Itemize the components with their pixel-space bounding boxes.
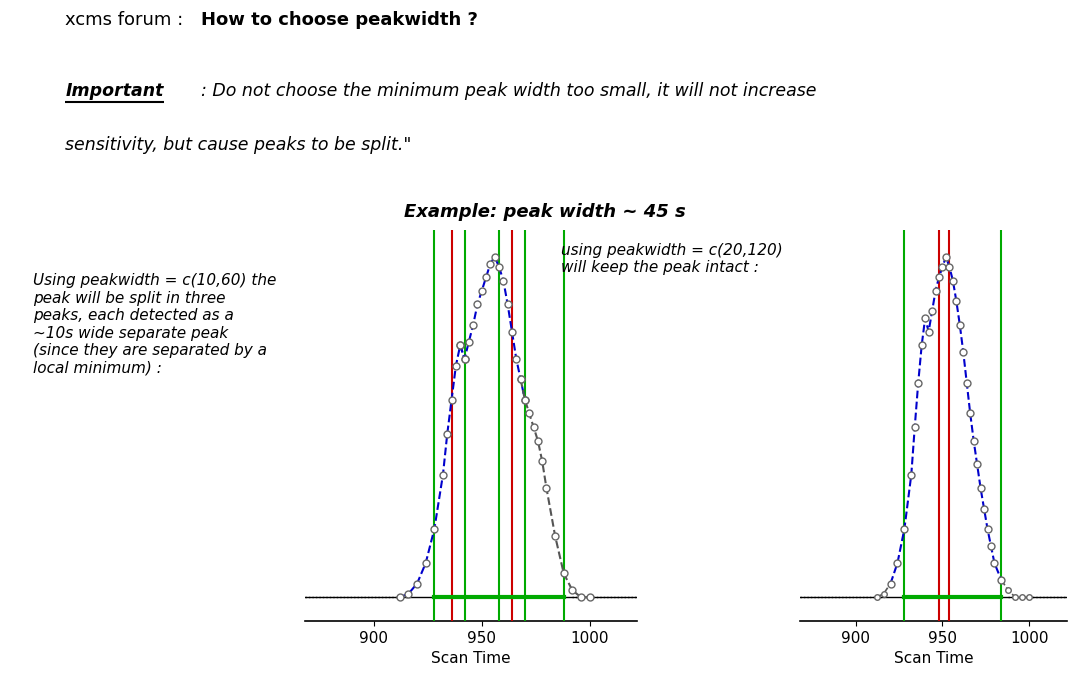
X-axis label: Scan Time: Scan Time	[894, 651, 974, 666]
Text: xcms forum :: xcms forum :	[65, 11, 189, 29]
Text: Important: Important	[65, 82, 163, 100]
Text: : Do not choose the minimum peak width too small, it will not increase: : Do not choose the minimum peak width t…	[201, 82, 817, 100]
X-axis label: Scan Time: Scan Time	[431, 651, 511, 666]
Text: How to choose peakwidth ?: How to choose peakwidth ?	[201, 11, 478, 29]
Text: using peakwidth = c(20,120)
will keep the peak intact :: using peakwidth = c(20,120) will keep th…	[561, 243, 783, 275]
Text: Using peakwidth = c(10,60) the
peak will be split in three
peaks, each detected : Using peakwidth = c(10,60) the peak will…	[33, 273, 276, 375]
Text: Example: peak width ~ 45 s: Example: peak width ~ 45 s	[404, 203, 685, 221]
Text: sensitivity, but cause peaks to be split.": sensitivity, but cause peaks to be split…	[65, 136, 412, 154]
